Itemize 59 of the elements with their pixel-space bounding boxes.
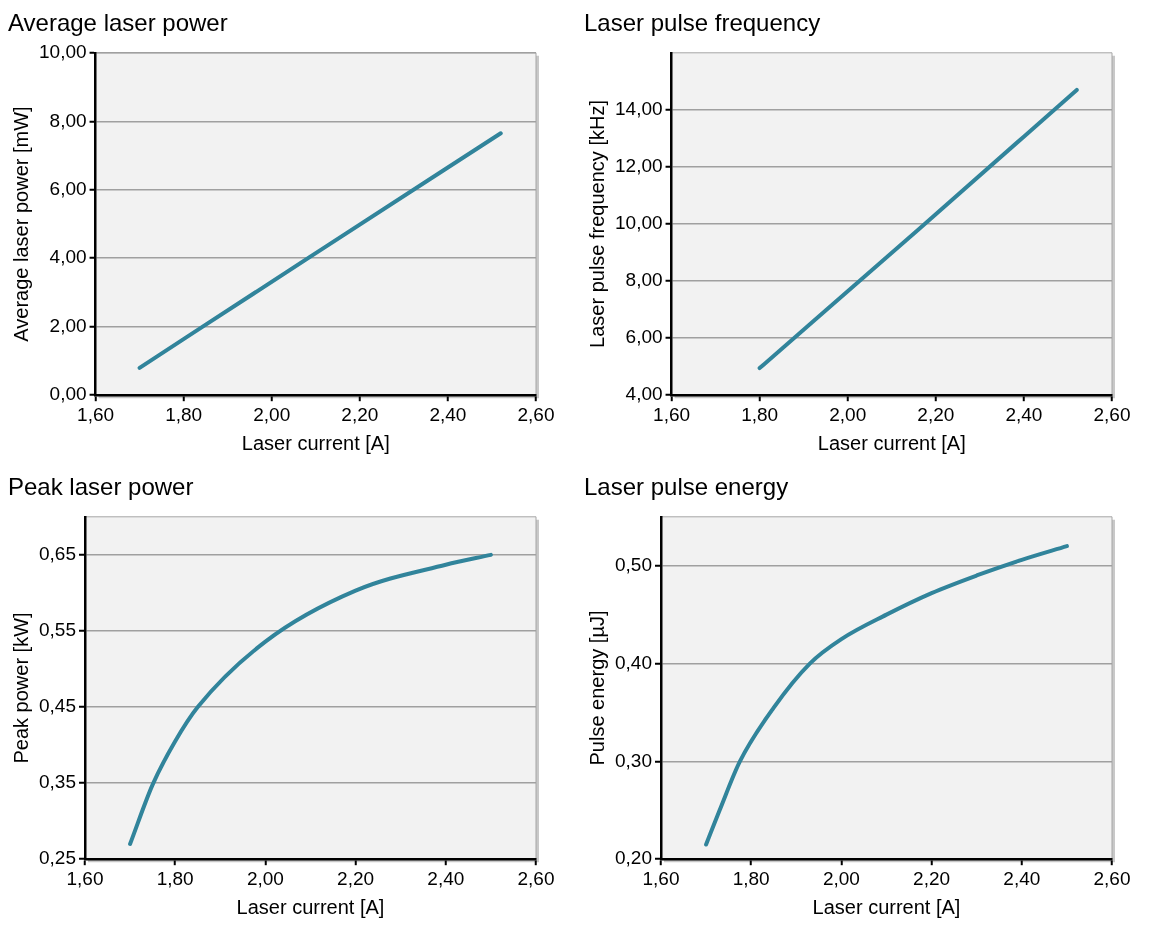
chart-title: Laser pulse energy (584, 473, 789, 501)
y-tick-label: 0,45 (39, 695, 76, 717)
y-tick-label: 0,25 (39, 847, 76, 869)
y-tick-label: 0,55 (39, 619, 76, 641)
chart-title: Average laser power (8, 9, 228, 37)
x-tick-label: 2,00 (829, 403, 867, 425)
y-tick-label: 0,00 (49, 383, 87, 405)
y-tick-label: 4,00 (625, 383, 663, 405)
line-series (704, 544, 1069, 847)
x-tick-label: 1,80 (156, 867, 194, 889)
x-tick-label: 2,00 (822, 867, 860, 889)
chart-title: Peak laser power (8, 473, 194, 501)
x-axis-title: Laser current [A] (812, 895, 961, 918)
y-tick-label: 12,00 (615, 155, 663, 177)
x-tick-label: 2,40 (1005, 403, 1043, 425)
y-tick-label: 0,40 (615, 651, 652, 673)
x-axis-title: Laser current [A] (241, 431, 390, 454)
x-tick-label: 2,00 (253, 403, 291, 425)
y-tick-label: 0,50 (615, 553, 652, 575)
y-tick-label: 0,20 (615, 847, 652, 869)
x-tick-label: 2,20 (917, 403, 955, 425)
x-tick-label: 2,40 (427, 867, 465, 889)
y-tick-label: 0,65 (39, 543, 76, 565)
y-tick-label: 8,00 (49, 109, 87, 131)
x-tick-label: 2,20 (341, 403, 379, 425)
y-tick-label: 4,00 (49, 246, 87, 268)
x-tick-label: 2,20 (337, 867, 375, 889)
x-axis-title: Laser current [A] (817, 431, 966, 454)
x-tick-label: 2,60 (517, 867, 555, 889)
x-tick-label: 2,40 (429, 403, 467, 425)
x-tick-label: 1,60 (66, 867, 104, 889)
y-tick-label: 10,00 (39, 41, 87, 63)
y-tick-label: 0,35 (39, 771, 76, 793)
y-axis-title: Pulse energy [µJ] (585, 610, 608, 766)
y-axis-title: Average laser power [mW] (9, 106, 32, 342)
x-tick-label: 2,20 (913, 867, 951, 889)
x-tick-label: 1,60 (77, 403, 115, 425)
y-tick-label: 6,00 (49, 177, 87, 199)
y-tick-label: 10,00 (615, 212, 663, 234)
y-axis-title: Laser pulse frequency [kHz] (585, 100, 608, 348)
y-axis-title: Peak power [kW] (9, 612, 32, 764)
y-tick-label: 0,30 (615, 749, 652, 771)
y-tick-label: 8,00 (625, 269, 663, 291)
y-tick-label: 14,00 (615, 98, 663, 120)
line-series (128, 552, 493, 846)
x-tick-label: 2,00 (246, 867, 284, 889)
x-tick-label: 1,80 (165, 403, 203, 425)
x-tick-label: 2,60 (1093, 867, 1131, 889)
x-tick-label: 1,80 (732, 867, 770, 889)
x-tick-label: 2,60 (517, 403, 555, 425)
x-tick-label: 2,60 (1093, 403, 1131, 425)
y-tick-label: 6,00 (625, 326, 663, 348)
x-tick-label: 1,80 (741, 403, 779, 425)
x-tick-label: 2,40 (1003, 867, 1041, 889)
x-tick-label: 1,60 (653, 403, 691, 425)
x-tick-label: 1,60 (642, 867, 680, 889)
x-axis-title: Laser current [A] (236, 895, 385, 918)
y-tick-label: 2,00 (49, 314, 87, 336)
chart-title: Laser pulse frequency (584, 9, 821, 37)
